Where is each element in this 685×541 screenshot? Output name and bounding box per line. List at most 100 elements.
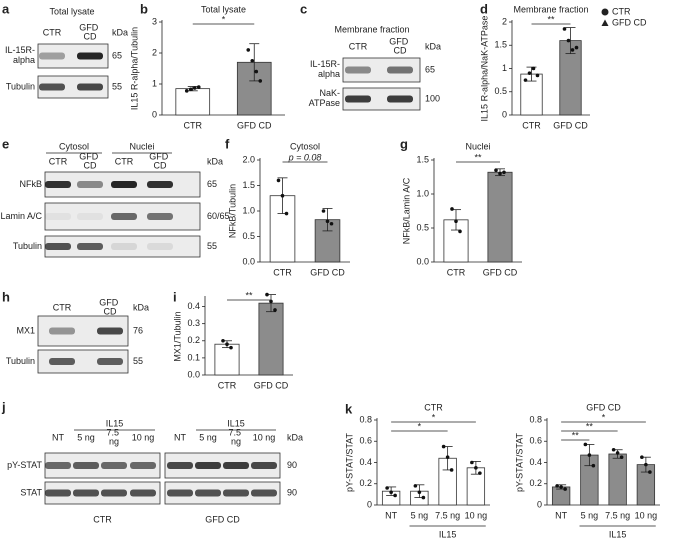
data-point	[619, 455, 624, 459]
blot-band	[45, 243, 71, 250]
blot-band	[73, 462, 99, 469]
blot-title: Total lysate	[49, 6, 94, 16]
blot-band	[97, 327, 123, 335]
lane-label: 7.5 ng	[228, 428, 243, 447]
panel-letter: c	[300, 1, 307, 16]
chart-title: Total lysate	[201, 4, 246, 14]
row-size: 100	[425, 93, 440, 103]
y-tick-label: 0	[537, 499, 542, 509]
data-point	[276, 178, 281, 183]
text-line: 7.5	[228, 428, 243, 438]
data-point	[570, 48, 575, 52]
blot-membrane	[37, 349, 129, 374]
blot-band	[387, 66, 413, 74]
y-tick-label: 0	[367, 499, 372, 509]
y-tick-label: 0.5	[416, 222, 429, 232]
blot-band	[49, 327, 75, 335]
data-point	[221, 338, 225, 343]
blot-caption: GFD CD	[205, 514, 240, 524]
x-tick-label: NT	[555, 510, 567, 520]
blot-band	[45, 489, 71, 497]
data-point	[566, 38, 571, 43]
y-tick-label: 1.0	[242, 205, 255, 215]
bar	[608, 453, 627, 506]
blot-band	[101, 462, 127, 469]
blot-band	[147, 243, 173, 250]
significance-label: *	[418, 421, 422, 431]
data-point	[615, 451, 620, 455]
data-point	[449, 468, 454, 472]
data-point	[421, 495, 426, 500]
data-point	[325, 219, 330, 223]
x-tick-label: CTR	[184, 120, 203, 130]
y-tick-label: 0.5	[494, 86, 507, 96]
y-axis-label: IL15 R-alpha/Tubulin	[129, 27, 139, 110]
data-point	[454, 219, 458, 223]
y-tick-label: 0	[152, 109, 157, 119]
data-point	[192, 86, 197, 90]
blot-band	[97, 358, 123, 365]
y-tick-label: 0.6	[359, 436, 372, 446]
data-point	[450, 207, 454, 211]
bar	[175, 88, 211, 116]
x-tick-label: GFD CD	[553, 120, 588, 130]
blot-membrane	[342, 87, 421, 111]
group-label: IL15	[609, 529, 627, 539]
text-line: ng	[109, 437, 119, 447]
data-point	[284, 211, 289, 216]
lane-label: CTR	[53, 302, 72, 312]
data-point	[478, 471, 482, 475]
panel-letter: e	[2, 136, 9, 151]
blot-band	[345, 95, 371, 103]
y-tick-label: 0.4	[187, 301, 200, 311]
y-tick-label: 2.0	[242, 154, 255, 164]
text-line: CD	[154, 161, 167, 171]
y-tick-label: 0.0	[242, 256, 255, 266]
data-point	[587, 453, 592, 457]
panel-letter: b	[140, 1, 148, 16]
lane-label: CTR	[49, 156, 68, 166]
blot-band	[251, 462, 277, 469]
y-axis-label: NFkB/Lamin A/C	[401, 177, 411, 244]
data-point	[502, 170, 506, 175]
panel-letter: i	[173, 289, 177, 304]
x-tick-label: GFD CD	[254, 380, 289, 390]
y-tick-label: 0.6	[529, 436, 542, 446]
row-size: 55	[207, 241, 217, 251]
legend-label: GFD CD	[612, 17, 647, 27]
blot-band	[111, 181, 137, 188]
significance-label: p = 0.08	[288, 152, 322, 162]
x-tick-label: CTR	[522, 120, 541, 130]
data-point	[329, 221, 334, 226]
data-point	[523, 78, 528, 82]
blot-band	[77, 213, 103, 220]
bar	[551, 486, 571, 506]
blot-band	[345, 66, 371, 74]
y-tick-label: 3	[152, 16, 157, 26]
text-line: GFD	[79, 152, 101, 162]
significance-label: **	[245, 290, 253, 300]
row-size: 55	[112, 81, 122, 91]
lane-group-label: Cytosol	[59, 141, 89, 151]
data-point	[563, 487, 567, 491]
row-label: MX1	[16, 325, 35, 335]
y-tick-label: 0.0	[187, 369, 200, 379]
data-point	[559, 485, 563, 489]
chart-title: Nuclei	[465, 141, 490, 151]
y-tick-label: 0.1	[187, 352, 200, 362]
blot-band	[101, 489, 127, 497]
blot-band	[223, 462, 249, 469]
legend-marker	[601, 8, 609, 16]
y-tick-label: 0.0	[416, 256, 429, 266]
data-point	[527, 71, 532, 75]
data-point	[458, 229, 462, 234]
lane-label: GFD CD	[99, 298, 121, 317]
row-label: Tubulin	[6, 81, 35, 91]
lane-label: GFD CD	[79, 152, 101, 171]
row-label: NFkB	[20, 179, 43, 189]
blot-band	[39, 52, 65, 60]
panel-letter: h	[2, 289, 10, 304]
blot-band	[111, 243, 137, 250]
y-tick-label: 0.8	[529, 414, 542, 424]
